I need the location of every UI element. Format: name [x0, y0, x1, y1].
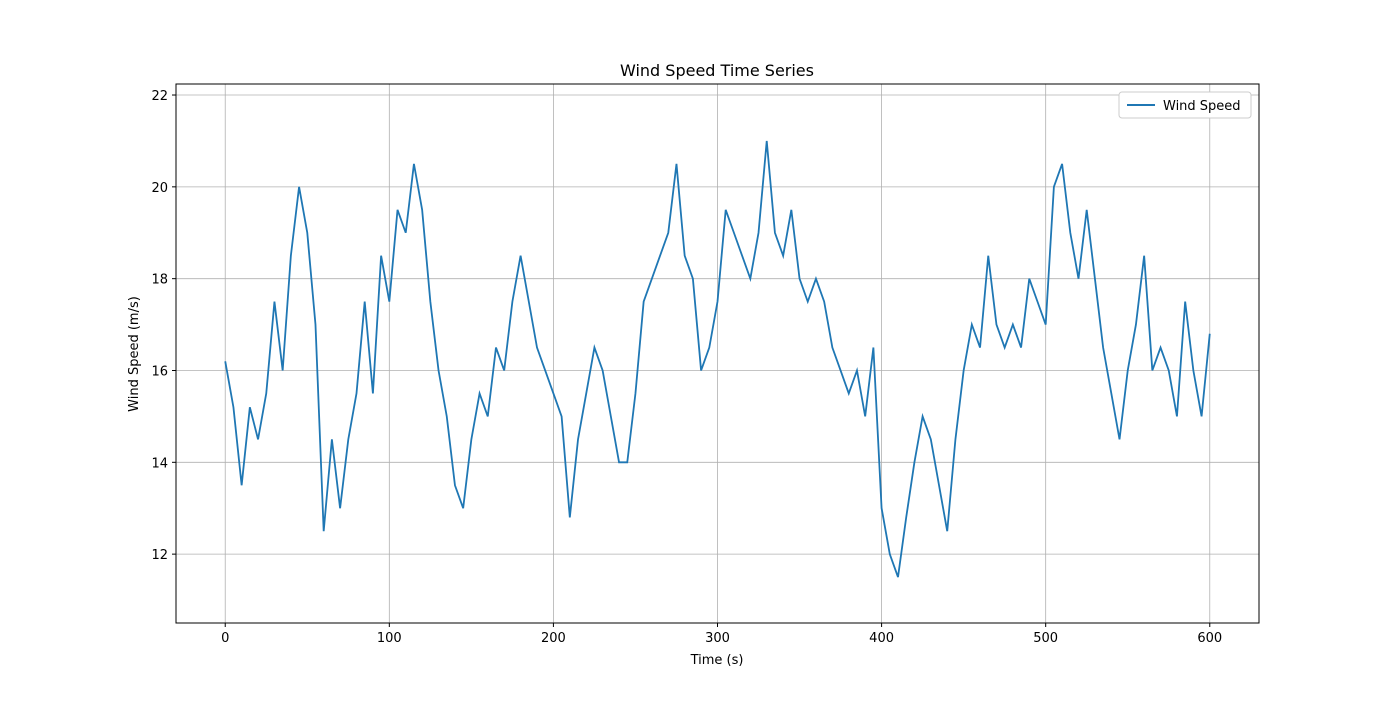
x-tick-label: 100 — [377, 631, 402, 646]
chart-title: Wind Speed Time Series — [620, 61, 814, 80]
plot-frame — [175, 83, 1260, 624]
y-tick-label: 12 — [151, 548, 168, 563]
y-axis-label: Wind Speed (m/s) — [127, 296, 142, 412]
x-tick-label: 500 — [1033, 631, 1058, 646]
legend-label: Wind Speed — [1163, 99, 1241, 114]
y-tick-label: 14 — [151, 456, 168, 471]
legend-box — [1118, 91, 1252, 119]
x-tick-label: 0 — [221, 631, 229, 646]
y-tick-label: 22 — [151, 89, 168, 104]
data-line — [224, 140, 1211, 578]
y-tick-label: 16 — [151, 364, 168, 379]
y-tick-label: 18 — [151, 273, 168, 288]
x-tick-label: 600 — [1197, 631, 1222, 646]
x-tick-label: 400 — [869, 631, 894, 646]
y-tick-label: 20 — [151, 181, 168, 196]
x-axis-label: Time (s) — [690, 653, 744, 668]
x-tick-label: 200 — [541, 631, 566, 646]
x-tick-label: 300 — [705, 631, 730, 646]
